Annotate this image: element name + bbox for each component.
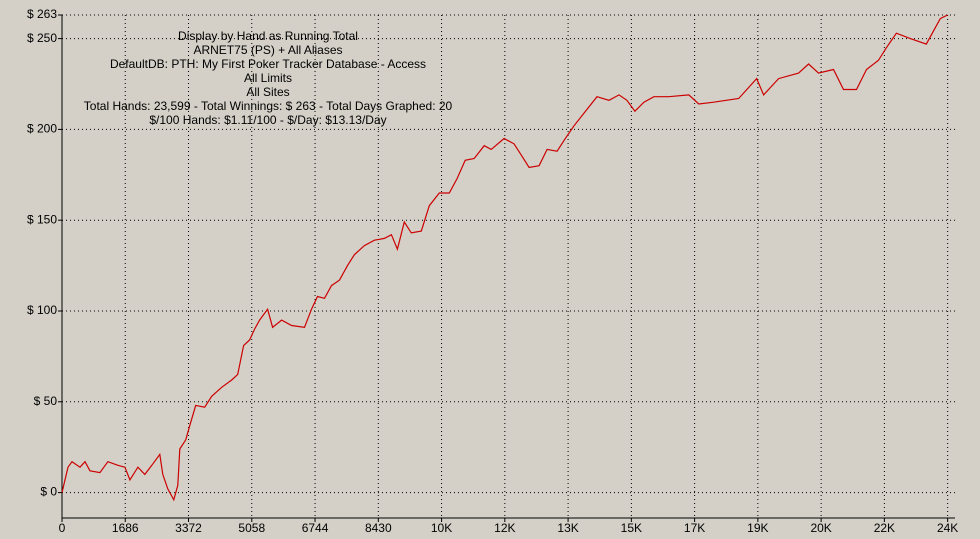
annotation: All Limits [244, 71, 292, 85]
annotation: Display by Hand as Running Total [178, 29, 358, 43]
x-tick-label: 0 [59, 521, 66, 535]
x-tick-label: 19K [747, 521, 768, 535]
annotation: Total Hands: 23,599 - Total Winnings: $ … [84, 99, 453, 113]
x-tick-label: 1686 [112, 521, 139, 535]
y-tick-label: $ 150 [27, 212, 57, 226]
x-tick-label: 8430 [365, 521, 392, 535]
x-tick-label: 13K [557, 521, 578, 535]
y-tick-label: $ 50 [34, 394, 58, 408]
x-tick-label: 10K [431, 521, 452, 535]
y-tick-label: $ 100 [27, 303, 57, 317]
x-tick-label: 15K [621, 521, 642, 535]
y-tick-label: $ 200 [27, 122, 57, 136]
annotation: $/100 Hands: $1.11/100 - $/Day: $13.13/D… [149, 113, 386, 127]
y-tick-label: $ 0 [40, 485, 57, 499]
annotation: DefaultDB: PTH: My First Poker Tracker D… [110, 57, 426, 71]
x-tick-label: 22K [874, 521, 895, 535]
x-tick-label: 5058 [238, 521, 265, 535]
x-tick-label: 12K [494, 521, 515, 535]
x-tick-label: 24K [937, 521, 958, 535]
x-tick-label: 20K [810, 521, 831, 535]
annotation: All Sites [246, 85, 289, 99]
y-tick-label: $ 250 [27, 31, 57, 45]
x-tick-label: 3372 [175, 521, 202, 535]
x-tick-label: 17K [684, 521, 705, 535]
y-tick-label: $ 263 [27, 7, 57, 21]
line [61, 14, 948, 502]
x-tick-label: 6744 [302, 521, 329, 535]
annotation: ARNET75 (PS) + All Aliases [193, 43, 342, 57]
